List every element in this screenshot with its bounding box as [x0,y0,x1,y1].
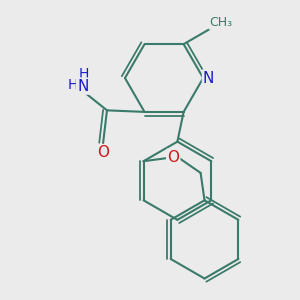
Text: O: O [97,145,109,160]
Text: CH₃: CH₃ [210,16,233,29]
Text: N: N [77,79,88,94]
Text: H: H [68,77,78,92]
Text: O: O [167,150,179,165]
Text: N: N [203,70,214,86]
Text: H: H [78,67,89,81]
